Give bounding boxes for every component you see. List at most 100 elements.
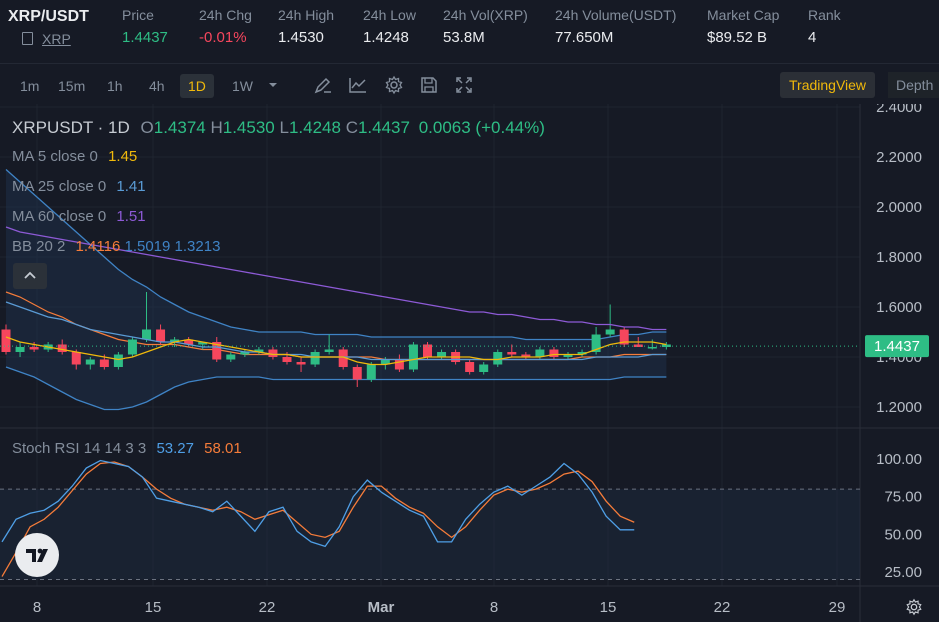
bb-lower-value: 1.3213 bbox=[174, 238, 221, 255]
ticker-header: XRP/USDT XRP Price 1.4437 24h Chg -0.01% 24h… bbox=[0, 0, 939, 56]
candle-body bbox=[338, 349, 348, 367]
candle-body bbox=[254, 349, 264, 352]
candle-body bbox=[198, 342, 208, 345]
candle-body bbox=[142, 329, 151, 340]
stoch-d-value: 58.01 bbox=[204, 440, 242, 457]
candle-body bbox=[408, 344, 418, 370]
time-tick-label: Mar bbox=[368, 599, 395, 616]
depth-button[interactable]: Depth bbox=[888, 72, 939, 98]
candle-body bbox=[423, 344, 432, 357]
time-tick-label: 15 bbox=[600, 599, 617, 616]
collapse-legend-button[interactable] bbox=[13, 263, 47, 289]
candles bbox=[1, 292, 671, 387]
candle-body bbox=[324, 349, 334, 352]
open-label: O bbox=[140, 118, 154, 137]
candle-body bbox=[535, 349, 545, 357]
candle-body bbox=[563, 354, 573, 357]
stat-label: Price bbox=[122, 7, 154, 23]
moving-averages bbox=[5, 226, 667, 366]
bb-mid-value: 1.4116 bbox=[75, 238, 121, 255]
chevron-down-icon[interactable] bbox=[266, 78, 280, 92]
stat-label: Rank bbox=[808, 7, 841, 23]
candle-body bbox=[1, 329, 11, 352]
stat-label: 24h Chg bbox=[199, 7, 252, 23]
ma25-value: 1.41 bbox=[116, 178, 146, 195]
stat-label: 24h Volume(USDT) bbox=[555, 7, 677, 23]
timeframe-1W[interactable]: 1W bbox=[232, 78, 253, 94]
fullscreen-icon[interactable] bbox=[454, 75, 474, 95]
stat-5: 24h Volume(USDT) 77.650M bbox=[555, 6, 676, 47]
time-tick-label: 29 bbox=[829, 599, 846, 616]
candle-body bbox=[170, 339, 180, 342]
stat-6: Market Cap $89.52 B bbox=[707, 6, 779, 47]
candle-body bbox=[296, 362, 306, 365]
stat-value: -0.01% bbox=[199, 29, 247, 46]
candle-body bbox=[521, 354, 531, 357]
save-icon[interactable] bbox=[419, 75, 439, 95]
stat-value: 1.4437 bbox=[122, 29, 168, 46]
stoch-tick-label: 50.00 bbox=[884, 526, 922, 543]
bb-fill bbox=[6, 169, 667, 410]
candle-body bbox=[113, 354, 123, 367]
tradingview-logo[interactable] bbox=[15, 533, 59, 577]
pair-title[interactable]: XRP/USDT bbox=[8, 8, 89, 25]
candle-body bbox=[479, 364, 489, 372]
stat-value: 53.8M bbox=[443, 29, 485, 46]
stat-2: 24h High 1.4530 bbox=[278, 6, 334, 47]
timeframe-1m[interactable]: 1m bbox=[20, 78, 40, 94]
stat-1: 24h Chg -0.01% bbox=[199, 6, 252, 47]
bb-lower-line bbox=[5, 366, 667, 411]
stat-3: 24h Low 1.4248 bbox=[363, 6, 416, 47]
ma60-value: 1.51 bbox=[116, 208, 146, 225]
tradingview-button[interactable]: TradingView bbox=[780, 72, 876, 98]
timeframe-1h[interactable]: 1h bbox=[107, 78, 123, 94]
candle-body bbox=[605, 329, 615, 335]
candle-body bbox=[366, 364, 376, 380]
candle-body bbox=[15, 347, 25, 352]
stoch-rsi-pane: 25.00 50.00 75.00 100.00 bbox=[0, 451, 922, 581]
candle-body bbox=[437, 352, 447, 357]
stat-value: 77.650M bbox=[555, 29, 614, 46]
stat-0: Price 1.4437 bbox=[122, 6, 168, 47]
pair-subtitle-link[interactable]: XRP bbox=[22, 31, 71, 47]
stoch-k-value: 53.27 bbox=[156, 440, 194, 457]
stat-value: 1.4248 bbox=[363, 29, 409, 46]
ma60-label: MA 60 close 0 bbox=[12, 208, 107, 225]
low-label: L bbox=[279, 118, 289, 137]
candle-body bbox=[184, 339, 194, 345]
time-tick-label: 8 bbox=[490, 599, 498, 616]
stoch-tick-label: 75.00 bbox=[884, 489, 922, 506]
bb-upper-value: 1.5019 bbox=[124, 238, 171, 255]
stat-4: 24h Vol(XRP) 53.8M bbox=[443, 6, 528, 47]
last-price-label: 1.4437 bbox=[874, 338, 920, 355]
pencil-icon[interactable] bbox=[313, 75, 333, 95]
candle-body bbox=[507, 352, 517, 355]
last-price-tag bbox=[865, 335, 929, 358]
axis-settings-icon[interactable] bbox=[905, 598, 923, 616]
price-tick-label: 2.4000 bbox=[876, 104, 922, 116]
symbol-label: XRPUSDT · 1D bbox=[12, 118, 130, 137]
timeframe-1D[interactable]: 1D bbox=[180, 74, 214, 98]
candle-body bbox=[226, 354, 236, 360]
time-tick-label: 22 bbox=[714, 599, 731, 616]
candle-body bbox=[647, 347, 657, 349]
price-chart[interactable]: 1.20001.40001.60001.80002.00002.20002.40… bbox=[0, 104, 939, 622]
stat-value: 1.4530 bbox=[278, 29, 324, 46]
candle-body bbox=[212, 342, 222, 360]
price-tick-label: 2.0000 bbox=[876, 199, 922, 216]
close-value: 1.4437 bbox=[357, 118, 410, 137]
ma5-value: 1.45 bbox=[108, 148, 138, 165]
bb-upper-line bbox=[5, 169, 667, 341]
candle-body bbox=[29, 347, 39, 350]
timeframe-4h[interactable]: 4h bbox=[149, 78, 165, 94]
gear-icon[interactable] bbox=[384, 75, 404, 95]
candle-body bbox=[394, 359, 404, 370]
candle-body bbox=[661, 344, 671, 347]
time-axis-ticks: 8 15 22 Mar 8 15 22 29 bbox=[33, 599, 846, 616]
timeframe-15m[interactable]: 15m bbox=[58, 78, 86, 94]
candle-body bbox=[240, 352, 250, 355]
candle-body bbox=[591, 334, 601, 352]
tradingview-logo-icon bbox=[26, 548, 48, 562]
stat-value: $89.52 B bbox=[707, 29, 768, 46]
line-chart-icon[interactable] bbox=[348, 75, 368, 95]
